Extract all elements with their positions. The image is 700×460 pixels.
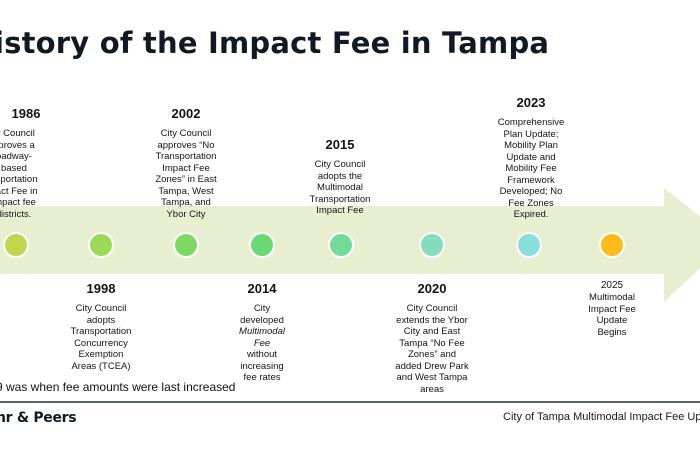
event-description-emphasis: Multimodal Fee bbox=[239, 326, 285, 349]
event-description: ty Council pproves a oadway- based nspor… bbox=[0, 128, 38, 220]
event-year: 2020 bbox=[417, 281, 447, 296]
event-description-part: City developed bbox=[240, 303, 284, 326]
footer-presentation-title: City of Tampa Multimodal Impact Fee Up bbox=[503, 411, 700, 423]
event-year: 2015 bbox=[325, 137, 355, 152]
event-description-part: without increasing fee rates bbox=[240, 349, 284, 383]
event-year: 2014 bbox=[247, 281, 277, 296]
event-year: 2023 bbox=[516, 95, 546, 110]
timeline-event-2002: 2002 City Council approves “No Transport… bbox=[131, 106, 241, 220]
timeline-node-2015 bbox=[328, 232, 354, 258]
event-description: City Council adopts the Multimodal Trans… bbox=[309, 159, 371, 216]
event-description: City Council adopts Transportation Concu… bbox=[70, 303, 132, 372]
slide-title: istory of the Impact Fee in Tampa bbox=[0, 26, 550, 60]
footer-divider bbox=[0, 401, 700, 403]
timeline-event-2025: 2025 Multimodal Impact Fee Update Begins bbox=[557, 280, 667, 338]
company-logo: hr & Peers bbox=[0, 410, 77, 426]
timeline-node-1986 bbox=[3, 232, 29, 258]
timeline-node-1998 bbox=[88, 232, 114, 258]
event-description: City Council approves “No Transportation… bbox=[155, 128, 217, 220]
event-description: City developed Multimodal Fee without in… bbox=[207, 303, 317, 384]
event-year: 1998 bbox=[86, 281, 116, 296]
timeline-event-1986: 1986 ty Council pproves a oadway- based … bbox=[0, 106, 72, 220]
timeline-node-2025 bbox=[599, 232, 625, 258]
timeline-event-2020: 2020 City Council extends the Ybor City … bbox=[377, 281, 487, 395]
timeline-node-2002 bbox=[173, 232, 199, 258]
event-year: 2025 bbox=[600, 280, 624, 291]
event-year: 1986 bbox=[11, 106, 41, 121]
timeline-event-1998: 1998 City Council adopts Transportation … bbox=[46, 281, 156, 372]
timeline-node-2014 bbox=[249, 232, 275, 258]
timeline-node-2020 bbox=[419, 232, 445, 258]
timeline-event-2015: 2015 City Council adopts the Multimodal … bbox=[285, 137, 395, 217]
event-year: 2002 bbox=[171, 106, 201, 121]
event-description: Comprehensive Plan Update; Mobility Plan… bbox=[497, 117, 565, 220]
timeline-event-2023: 2023 Comprehensive Plan Update; Mobility… bbox=[476, 95, 586, 221]
timeline-node-2023 bbox=[516, 232, 542, 258]
footnote: 9 was when fee amounts were last increas… bbox=[0, 380, 236, 394]
event-description: Multimodal Impact Fee Update Begins bbox=[588, 292, 636, 338]
timeline-event-2014: 2014 City developed Multimodal Fee witho… bbox=[207, 281, 317, 384]
event-description: City Council extends the Ybor City and E… bbox=[395, 303, 469, 395]
